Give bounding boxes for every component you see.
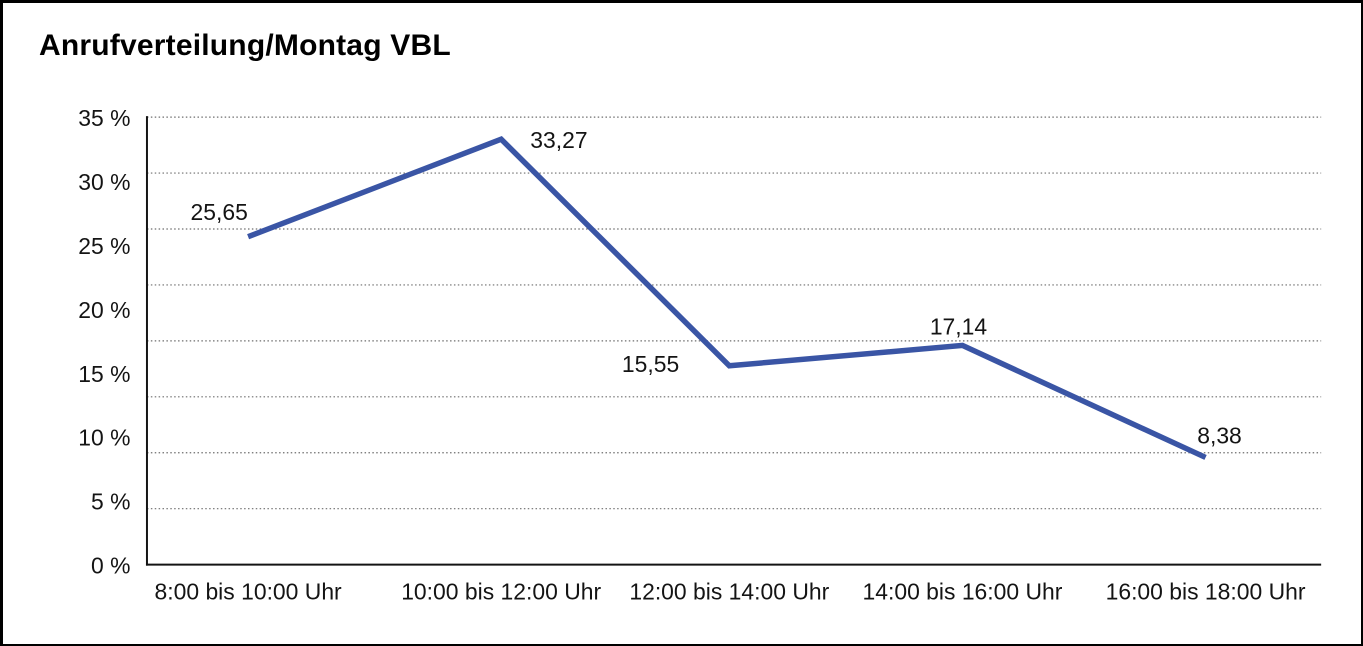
data-line xyxy=(247,136,1207,460)
data-value-label: 15,55 xyxy=(622,351,679,377)
x-category-label: 8:00 bis 10:00 Uhr xyxy=(155,578,343,604)
x-category-label: 14:00 bis 16:00 Uhr xyxy=(862,578,1062,604)
y-tick-label: 5 % xyxy=(91,489,130,515)
y-tick-label: 15 % xyxy=(78,361,130,387)
x-category-label: 16:00 bis 18:00 Uhr xyxy=(1106,578,1306,604)
y-tick-label: 10 % xyxy=(78,425,130,451)
y-tick-label: 25 % xyxy=(78,233,130,259)
data-value-label: 8,38 xyxy=(1197,423,1242,449)
data-value-label: 33,27 xyxy=(530,127,587,153)
y-tick-label: 35 % xyxy=(78,105,130,131)
data-value-label: 25,65 xyxy=(191,199,248,225)
data-value-label: 17,14 xyxy=(930,314,988,340)
line-chart: 0 % 5 % 10 % 15 % 20 % 25 % 30 % 35 % 8:00 bis 1… xyxy=(78,105,1322,604)
x-category-label: 12:00 bis 14:00 Uhr xyxy=(629,578,829,604)
y-tick-label: 20 % xyxy=(78,297,130,323)
y-tick-label: 30 % xyxy=(78,169,130,195)
x-category-label: 10:00 bis 12:00 Uhr xyxy=(401,578,601,604)
y-tick-label: 0 % xyxy=(91,553,130,579)
page-title: Anrufverteilung/Montag VBL xyxy=(39,29,451,62)
